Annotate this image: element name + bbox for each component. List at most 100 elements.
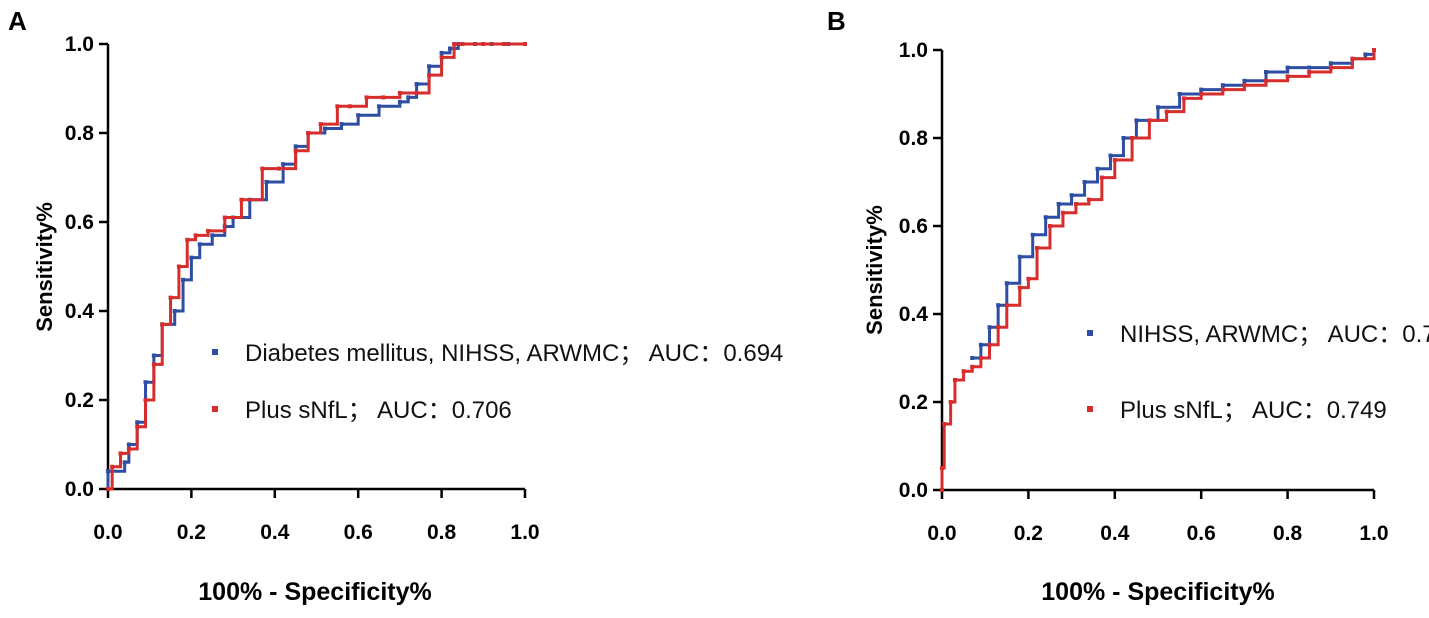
data-point bbox=[406, 95, 411, 100]
data-point bbox=[996, 325, 1001, 330]
data-point bbox=[447, 46, 452, 51]
y-tick-label: 0.4 bbox=[899, 303, 929, 326]
data-point bbox=[276, 166, 281, 171]
y-tick-label: 0.0 bbox=[65, 478, 94, 501]
y-tick-label: 0.2 bbox=[65, 389, 94, 412]
x-tick-label: 0.4 bbox=[1100, 522, 1130, 545]
data-point bbox=[1112, 158, 1117, 162]
data-point bbox=[1130, 136, 1135, 140]
data-point bbox=[1307, 70, 1312, 74]
data-point bbox=[439, 50, 444, 55]
data-point bbox=[260, 166, 265, 171]
data-point bbox=[1073, 202, 1078, 206]
x-tick-label: 0.6 bbox=[1187, 522, 1216, 545]
y-tick-label: 0.6 bbox=[899, 215, 928, 238]
data-point bbox=[1264, 70, 1268, 74]
data-point bbox=[335, 104, 340, 109]
legend-marker bbox=[1087, 330, 1093, 336]
x-tick-label: 0.0 bbox=[927, 522, 956, 545]
series-line bbox=[972, 50, 1376, 360]
data-point bbox=[452, 42, 457, 46]
data-point bbox=[160, 322, 165, 327]
y-tick-label: 0.2 bbox=[899, 391, 928, 414]
data-point bbox=[1043, 215, 1048, 220]
data-point bbox=[110, 464, 115, 469]
data-point bbox=[970, 356, 975, 360]
data-point bbox=[1363, 52, 1368, 57]
data-point bbox=[996, 303, 1001, 308]
panel-label: A bbox=[8, 6, 27, 36]
data-point bbox=[1048, 224, 1052, 228]
data-point bbox=[1328, 65, 1333, 70]
y-tick-label: 0.8 bbox=[65, 122, 95, 145]
data-point bbox=[1307, 65, 1312, 70]
data-point bbox=[1220, 87, 1225, 92]
data-point bbox=[952, 378, 957, 382]
data-point bbox=[414, 82, 419, 87]
x-tick-label: 1.0 bbox=[510, 521, 539, 544]
data-point bbox=[1069, 193, 1074, 198]
data-point bbox=[1095, 166, 1100, 171]
chart-panel-b: B 0.0 0.2 0.4 0.6 0.8 1.0 0.0 0.2 0.4 0.6 0.8 1.0 100… bbox=[827, 6, 1429, 606]
data-point bbox=[1147, 118, 1152, 123]
data-point bbox=[306, 131, 311, 135]
data-point bbox=[1199, 87, 1204, 92]
data-point bbox=[1181, 96, 1186, 101]
data-point bbox=[126, 446, 131, 451]
legend-marker bbox=[212, 349, 218, 355]
data-point bbox=[427, 64, 432, 69]
series-plus-snfl bbox=[106, 42, 527, 491]
data-point bbox=[193, 233, 198, 238]
data-point bbox=[281, 162, 286, 167]
data-point bbox=[185, 237, 190, 242]
legend-marker bbox=[1087, 406, 1093, 412]
data-point bbox=[1350, 56, 1355, 61]
x-tick-label: 0.2 bbox=[177, 521, 206, 544]
data-point bbox=[1004, 303, 1009, 308]
data-point bbox=[197, 242, 202, 247]
data-point bbox=[439, 55, 444, 60]
data-point bbox=[978, 342, 983, 347]
data-point bbox=[135, 420, 140, 425]
data-point bbox=[1086, 197, 1091, 202]
data-point bbox=[364, 95, 369, 100]
data-point bbox=[1004, 281, 1009, 286]
data-point bbox=[381, 95, 386, 100]
data-point bbox=[118, 451, 123, 456]
data-point bbox=[1220, 83, 1225, 88]
data-point bbox=[1264, 78, 1268, 83]
data-point bbox=[172, 309, 177, 313]
data-point bbox=[339, 122, 344, 127]
data-point bbox=[318, 122, 323, 127]
data-point bbox=[1372, 48, 1376, 52]
y-axis-label: Sensitivity% bbox=[32, 202, 57, 332]
data-point bbox=[1035, 246, 1040, 250]
panel-label: B bbox=[827, 6, 846, 36]
data-point bbox=[1177, 92, 1182, 96]
data-point bbox=[397, 99, 402, 104]
data-point bbox=[210, 233, 215, 238]
data-point bbox=[1108, 153, 1113, 158]
data-point bbox=[1060, 210, 1065, 215]
data-point bbox=[377, 104, 382, 109]
y-tick-label: 0.0 bbox=[899, 479, 928, 502]
data-point bbox=[961, 369, 966, 374]
data-point bbox=[948, 400, 953, 404]
data-point bbox=[397, 90, 402, 95]
data-point bbox=[940, 466, 944, 470]
data-point bbox=[122, 460, 127, 465]
data-point bbox=[143, 398, 148, 402]
data-point bbox=[206, 228, 211, 233]
data-point bbox=[1242, 78, 1247, 83]
data-point bbox=[239, 197, 244, 202]
data-point bbox=[1328, 61, 1333, 66]
data-point bbox=[151, 353, 156, 358]
data-point bbox=[293, 148, 298, 153]
data-point bbox=[987, 342, 992, 347]
legend-label: Diabetes mellitus, NIHSS, ARWMC； AUC：0.6… bbox=[245, 340, 783, 367]
data-point bbox=[1017, 285, 1022, 290]
x-tick-label: 0.8 bbox=[1273, 522, 1303, 545]
x-axis-label: 100% - Specificity% bbox=[198, 578, 431, 606]
data-point bbox=[135, 424, 140, 429]
